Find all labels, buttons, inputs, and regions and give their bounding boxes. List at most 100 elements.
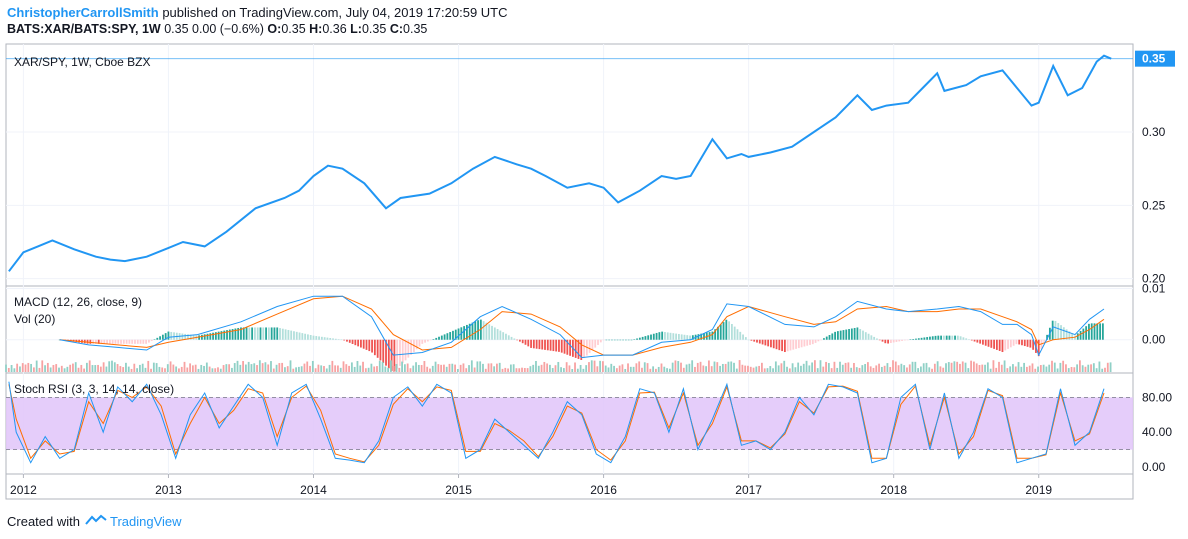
tradingview-logo-icon[interactable] [85,514,107,529]
macd-histogram-bar [538,339,541,350]
macd-histogram-bar [597,339,599,345]
macd-tick-label: 0.00 [1142,333,1166,347]
macd-histogram-bar [248,327,251,340]
macd-histogram-bar [580,339,583,360]
volume-bar [666,368,668,372]
macd-histogram-bar [254,327,256,340]
volume-bar [919,366,922,372]
macd-histogram-bar [758,339,761,344]
macd-histogram-bar [717,326,719,340]
macd-histogram-bar [577,339,580,359]
volume-bar [735,368,738,372]
macd-histogram-bar [697,334,700,340]
volume-bar [1020,366,1023,372]
volume-bar [1078,360,1081,372]
macd-histogram-bar [309,335,312,340]
macd-histogram-bar [334,338,337,340]
volume-bar [141,363,144,372]
volume-bar [239,364,242,372]
macd-histogram-bar [555,339,558,352]
macd-histogram-bar [761,339,764,345]
volume-bar [214,368,217,372]
volume-bar [811,362,814,372]
macd-histogram-bar [396,339,399,369]
macd-histogram-bar [457,328,460,340]
volume-bar [69,364,72,372]
macd-histogram-bar [424,339,426,343]
macd-histogram-bar [876,338,878,340]
macd-histogram-bar [672,333,675,340]
x-tick-label: 2017 [735,483,762,497]
macd-histogram-bar [89,339,92,344]
volume-bar [35,360,38,372]
volume-bar [950,362,953,372]
macd-histogram-bar [482,321,485,340]
macd-histogram-bar [376,339,379,358]
macd-histogram-bar [164,333,167,340]
volume-bar [152,362,155,372]
macd-histogram-bar [304,333,307,340]
stoch-k-line [8,381,1105,464]
macd-histogram-bar [909,339,912,340]
macd-histogram-bar [647,335,650,340]
macd-histogram-bar [362,339,365,349]
volume-bar [774,361,777,372]
macd-histogram-bar [831,333,834,340]
macd-histogram-bar [276,327,279,340]
macd-histogram-bar [839,330,842,340]
volume-bar [568,365,571,372]
volume-bar [406,363,409,372]
macd-histogram-bar [940,335,942,340]
close-label: C: [389,22,404,36]
macd-histogram-bar [181,333,184,340]
macd-line [59,295,1105,359]
macd-histogram-bar [318,336,320,340]
macd-histogram-bar [214,332,217,340]
volume-bar [688,363,691,372]
macd-histogram-bar [510,336,513,340]
macd-histogram-bar [588,339,591,353]
macd-histogram-bar [343,339,346,341]
volume-bar [334,365,337,372]
volume-bar [936,361,939,372]
volume-bar [797,362,800,372]
volume-bar [412,365,415,372]
volume-bar [819,360,822,372]
volume-bar [744,365,747,372]
volume-bar [1006,368,1009,372]
volume-bar [102,362,105,372]
macd-histogram-bar [1037,339,1040,357]
volume-bar [66,366,69,372]
volume-bar [451,363,454,372]
volume-bar [41,360,44,372]
macd-histogram-bar [516,339,519,341]
macd-histogram-bar [217,331,220,340]
macd-histogram-bar [284,329,287,340]
macd-histogram-bar [739,331,742,340]
author-link[interactable]: ChristopherCarrollSmith [7,5,159,20]
volume-bar [794,367,797,372]
macd-histogram-bar [809,339,811,345]
volume-bar [423,361,426,372]
macd-histogram-bar [1023,339,1026,347]
volume-bar [911,361,914,372]
macd-histogram-bar [1026,339,1029,347]
macd-histogram-bar [326,337,329,340]
macd-histogram-bar [764,339,767,346]
volume-bar [816,368,819,372]
macd-histogram-bar [650,334,652,340]
volume-bar [864,364,867,372]
volume-bar [995,367,998,372]
volume-bar [671,362,674,372]
volume-bar [264,362,267,372]
volume-bar [328,364,331,372]
macd-histogram-bar [237,327,240,340]
macd-histogram-bar [410,339,413,355]
macd-histogram-bar [1021,339,1023,346]
volume-bar [454,364,456,372]
tradingview-brand-link[interactable]: TradingView [109,514,182,529]
volume-bar [554,365,557,372]
volume-bar [1037,366,1039,372]
volume-bar [523,367,526,372]
